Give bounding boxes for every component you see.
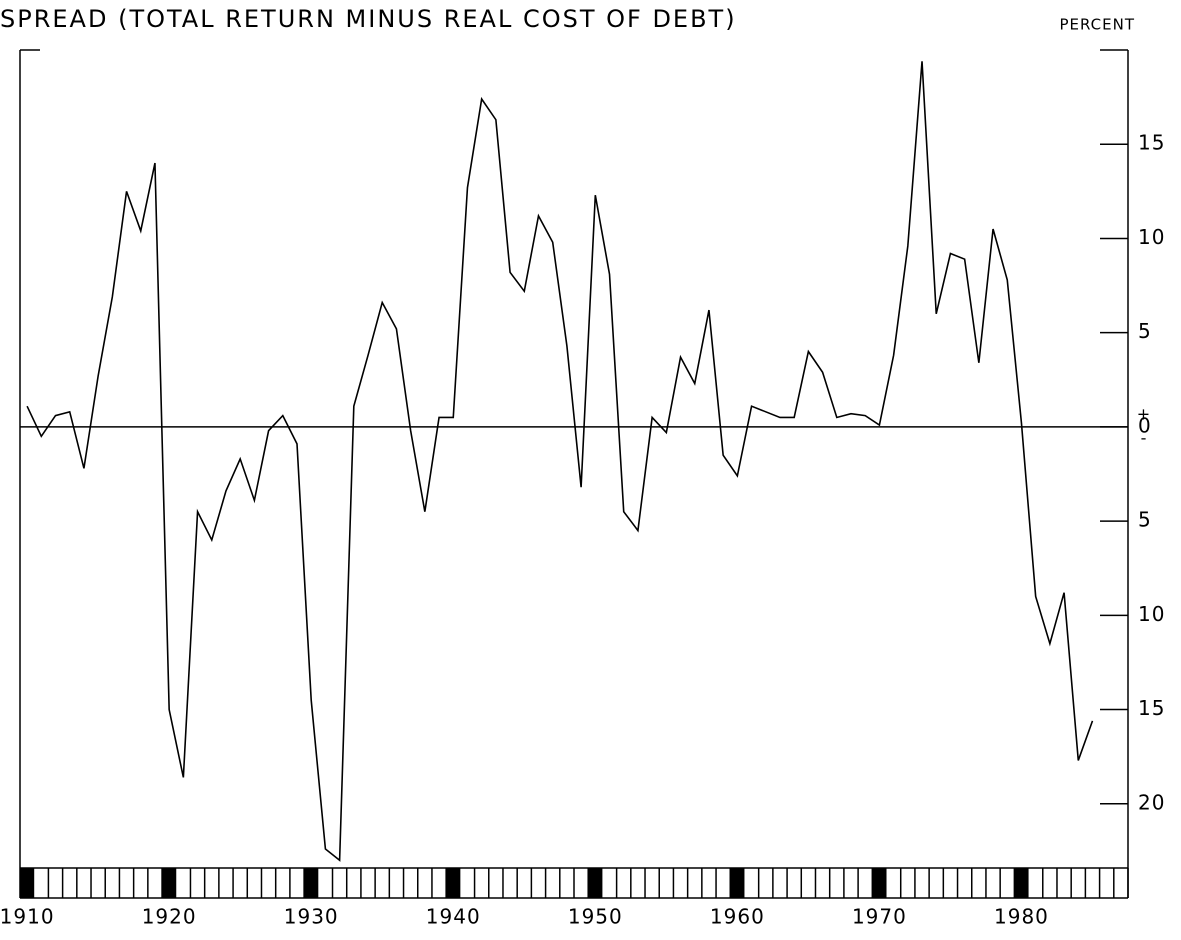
y-tick-label: 10 <box>1138 602 1165 626</box>
x-tick-label: 1940 <box>426 905 481 929</box>
x-tick-label: 1920 <box>142 905 197 929</box>
chart-title: SPREAD (TOTAL RETURN MINUS REAL COST OF … <box>0 5 737 33</box>
y-axis-label: PERCENT <box>1059 16 1135 34</box>
decade-cell <box>304 868 319 898</box>
x-tick-label: 1970 <box>852 905 907 929</box>
y-tick-label: 5 <box>1138 508 1152 532</box>
y-tick-label: 0 <box>1138 413 1152 437</box>
decade-cell <box>730 868 745 898</box>
decade-cell <box>872 868 887 898</box>
x-tick-label: 1910 <box>0 905 55 929</box>
zero-sign: - <box>1141 428 1148 447</box>
x-tick-label: 1980 <box>994 905 1049 929</box>
decade-cell <box>20 868 35 898</box>
decade-cell <box>446 868 461 898</box>
y-tick-label: 15 <box>1138 696 1165 720</box>
x-tick-label: 1930 <box>284 905 339 929</box>
y-tick-label: 20 <box>1138 790 1165 814</box>
y-tick-label: 5 <box>1138 319 1152 343</box>
zero-sign: + <box>1137 404 1151 423</box>
decade-cell <box>588 868 603 898</box>
y-tick-label: 10 <box>1138 225 1165 249</box>
decade-cell <box>162 868 177 898</box>
data-line <box>26 61 1094 862</box>
y-tick-label: 15 <box>1138 131 1165 155</box>
x-tick-label: 1960 <box>710 905 765 929</box>
x-tick-label: 1950 <box>568 905 623 929</box>
decade-cell <box>1014 868 1029 898</box>
